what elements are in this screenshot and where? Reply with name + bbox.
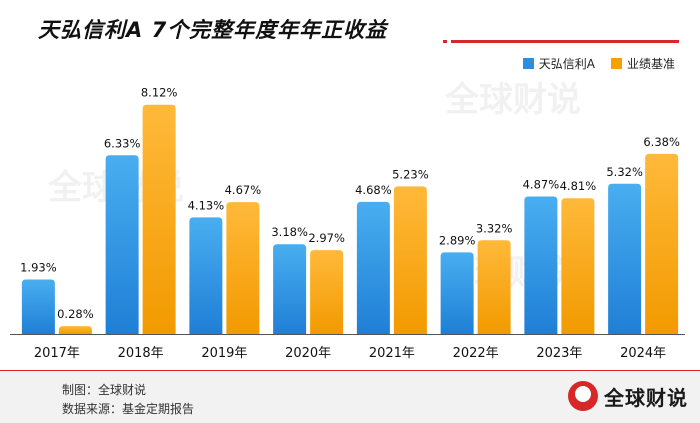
legend-label-series-a: 天弘信利A — [538, 57, 595, 71]
data-label-fund-2021年: 4.68% — [355, 183, 392, 197]
legend-label-series-b: 业绩基准 — [626, 57, 675, 71]
data-label-benchmark-2018年: 8.12% — [141, 86, 178, 100]
data-label-benchmark-2019年: 4.67% — [225, 183, 262, 197]
title-accent-mark — [443, 40, 447, 43]
chart-maker-credit: 制图：全球财说 — [62, 383, 147, 397]
x-tick-label: 2024年 — [620, 346, 666, 361]
bar-benchmark-2020年 — [310, 250, 344, 334]
data-label-fund-2020年: 3.18% — [271, 225, 308, 239]
bar-fund-2023年 — [524, 196, 558, 334]
data-label-benchmark-2022年: 3.32% — [476, 221, 513, 235]
title-accent-rule — [451, 40, 679, 43]
brand-logo-block: 全球财说 — [568, 381, 688, 411]
bar-benchmark-2017年 — [58, 326, 92, 334]
bar-chart: 1.93% 0.28% 2017年 6.33% 8.12% 2018年 4.13%4.67%… — [10, 86, 685, 361]
data-label-fund-2018年: 6.33% — [104, 136, 141, 150]
x-tick-label: 2021年 — [369, 346, 415, 361]
legend-swatch-series-a — [522, 58, 534, 69]
data-label-fund-2023年: 4.87% — [523, 177, 560, 191]
bar-fund-2018年 — [105, 155, 139, 334]
data-label-fund-2017年: 1.93% — [20, 261, 57, 275]
legend-item-series-a: 天弘信利A — [522, 55, 595, 72]
data-label-fund-2024年: 5.32% — [606, 165, 643, 179]
legend-item-series-b: 业绩基准 — [610, 55, 675, 72]
data-label-benchmark-2020年: 2.97% — [308, 231, 345, 245]
x-tick-label: 2017年 — [34, 346, 80, 361]
data-label-benchmark-2024年: 6.38% — [643, 135, 680, 149]
bar-fund-2017年 — [21, 279, 55, 334]
bar-benchmark-2023年 — [561, 198, 595, 334]
chart-title: 天弘信利A 7个完整年度年年正收益 — [38, 18, 388, 42]
bar-fund-2024年 — [608, 183, 642, 334]
data-source-note: 数据来源：基金定期报告 — [62, 402, 195, 416]
bar-benchmark-2018年 — [142, 104, 176, 335]
x-tick-label: 2022年 — [453, 346, 499, 361]
x-tick-label: 2018年 — [118, 346, 164, 361]
chart-legend: 天弘信利A 业绩基准 — [522, 55, 675, 72]
data-label-benchmark-2017年: 0.28% — [57, 307, 94, 321]
x-tick-label: 2020年 — [285, 346, 331, 361]
bar-benchmark-2019年 — [226, 202, 260, 334]
bar-benchmark-2024年 — [645, 153, 679, 334]
bar-fund-2021年 — [356, 201, 390, 334]
bar-benchmark-2022年 — [477, 240, 511, 334]
bar-fund-2022年 — [440, 252, 474, 334]
data-label-benchmark-2021年: 5.23% — [392, 167, 429, 181]
bar-fund-2020年 — [273, 244, 307, 334]
x-tick-label: 2023年 — [536, 346, 582, 361]
data-label-benchmark-2023年: 4.81% — [560, 179, 597, 193]
data-label-fund-2022年: 2.89% — [439, 233, 476, 247]
x-tick-label: 2019年 — [201, 346, 247, 361]
brand-logo-icon — [568, 381, 598, 411]
legend-swatch-series-b — [610, 58, 622, 69]
data-label-fund-2019年: 4.13% — [188, 198, 225, 212]
bar-fund-2019年 — [189, 217, 223, 334]
bar-benchmark-2021年 — [393, 186, 427, 334]
brand-name: 全球财说 — [604, 385, 688, 410]
